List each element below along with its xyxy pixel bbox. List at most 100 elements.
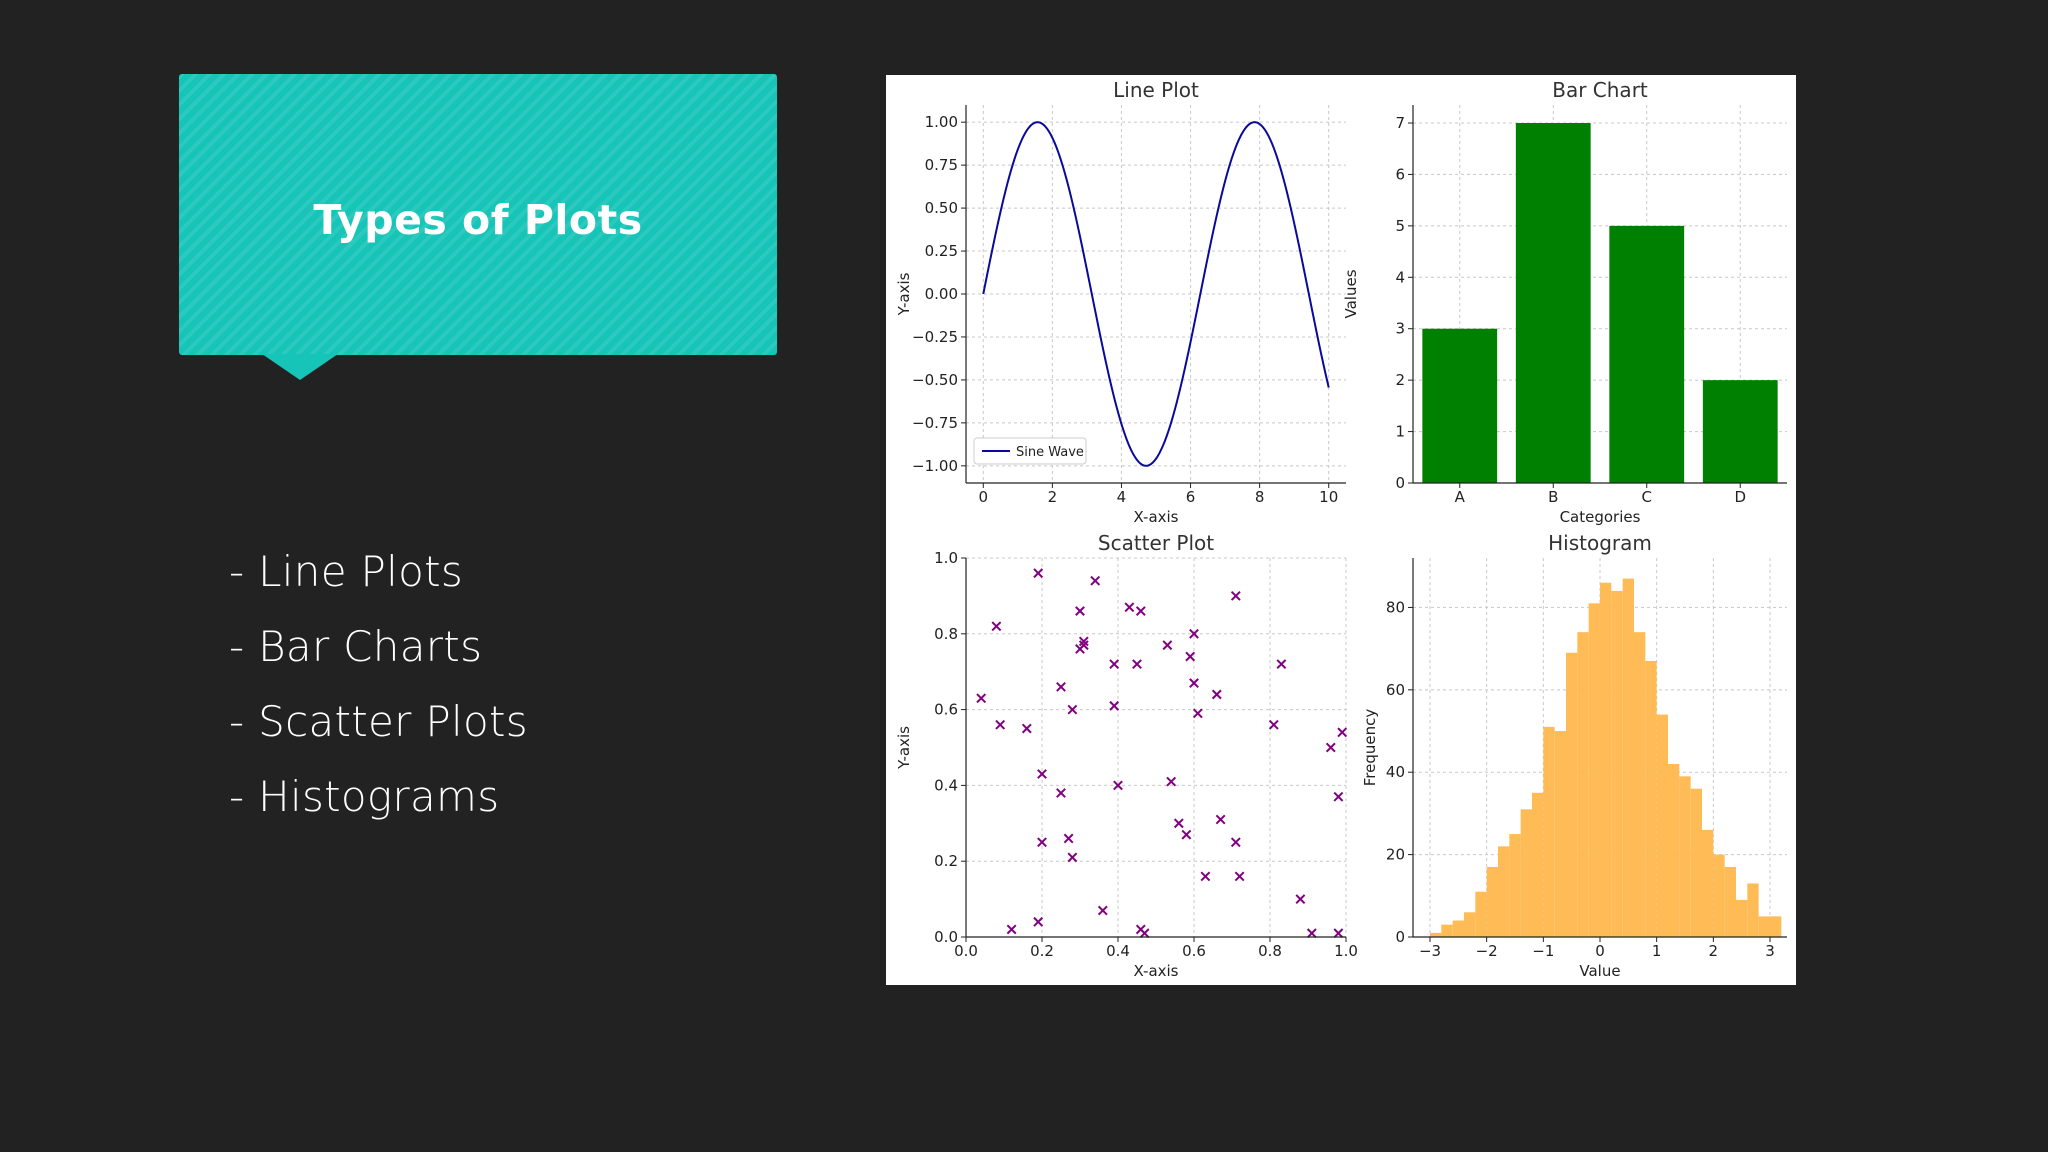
scatter-point-stroke <box>995 719 1006 730</box>
scatter-point <box>1200 871 1211 882</box>
histogram-bin <box>1758 916 1770 937</box>
scatter-point-stroke <box>1234 871 1245 882</box>
scatter-point <box>1234 871 1245 882</box>
scatter-point-stroke <box>1211 689 1222 700</box>
chart-figure: Sine Wave 0 2 4 6 8 10 1.00 0.75 0.50 0.25 0.00 −0.2… <box>886 75 1796 985</box>
scatter-point-stroke <box>1135 606 1146 616</box>
x-tick-label: A <box>1455 488 1466 506</box>
y-tick-label: −0.75 <box>912 414 958 432</box>
histogram-bin <box>1690 788 1702 937</box>
bullet-bar-charts: - Bar Charts <box>229 622 483 671</box>
scatter-point <box>1078 636 1089 647</box>
scatter-point <box>1185 651 1196 662</box>
scatter-point <box>1090 575 1101 586</box>
histogram-bin <box>1430 932 1442 937</box>
chart-panel-histogram: −3 −2 −1 0 1 2 3 0 20 40 60 80 Histogram Value Frequen… <box>1361 531 1787 980</box>
scatter-point-stroke <box>1113 780 1123 791</box>
scatter-point <box>1173 818 1184 829</box>
bullet-list: - Line Plots - Bar Charts - Scatter Plot… <box>229 540 528 840</box>
scatter-point-stroke <box>1021 723 1032 734</box>
y-tick-label: 4 <box>1395 268 1405 286</box>
histogram-bin <box>1464 912 1476 937</box>
y-axis-label: Y-axis <box>895 726 913 770</box>
scatter-point-stroke <box>1325 742 1336 753</box>
scatter-point <box>1067 852 1078 863</box>
scatter-point-stroke <box>1268 719 1279 730</box>
title-box-pointer <box>262 354 338 380</box>
chart-panel-scatter-plot: 0.0 0.2 0.4 0.6 0.8 1.0 1.0 0.8 0.6 0.4 0.2 0.0 Scat… <box>895 531 1358 980</box>
histogram-bin <box>1770 916 1782 937</box>
bullet-histograms: - Histograms <box>229 772 500 821</box>
scatter-point-stroke <box>991 621 1002 632</box>
histogram-bin <box>1520 809 1532 937</box>
scatter-point-stroke <box>1124 602 1135 613</box>
bar-C <box>1609 225 1685 483</box>
slide-title-box: Types of Plots <box>179 74 777 355</box>
x-tick-label: 2 <box>1709 942 1719 960</box>
histogram-bin <box>1441 924 1453 937</box>
y-tick-label: 1.0 <box>934 549 958 567</box>
histogram-bin <box>1486 866 1498 937</box>
x-tick-label: 3 <box>1765 942 1775 960</box>
x-tick-label: 0.2 <box>1030 942 1054 960</box>
x-axis-label: X-axis <box>1134 508 1179 526</box>
chart-title: Bar Chart <box>1552 78 1648 102</box>
histogram-bin <box>1577 632 1589 937</box>
scatter-point <box>1230 837 1241 848</box>
scatter-point-stroke <box>1090 575 1101 586</box>
histogram-bin <box>1600 582 1612 937</box>
scatter-point <box>1230 590 1241 601</box>
legend: Sine Wave <box>973 437 1087 465</box>
scatter-point <box>1215 814 1226 825</box>
scatter-point-stroke <box>1067 852 1078 863</box>
x-tick-label: −1 <box>1532 942 1554 960</box>
histogram-bin <box>1736 899 1748 937</box>
scatter-point-stroke <box>1333 791 1344 802</box>
x-tick-label: 8 <box>1255 488 1265 506</box>
y-tick-label: 7 <box>1395 114 1405 132</box>
histogram-bin <box>1611 590 1623 937</box>
histogram-bin <box>1588 603 1600 937</box>
scatter-point <box>1078 640 1089 651</box>
x-axis-label: X-axis <box>1134 962 1179 980</box>
scatter-point-stroke <box>976 693 987 704</box>
x-tick-label: 2 <box>1048 488 1058 506</box>
bar-D <box>1702 380 1778 483</box>
bar-B <box>1515 123 1591 483</box>
y-tick-label: 0.50 <box>925 199 958 217</box>
scatter-point-stroke <box>1166 776 1177 787</box>
scatter-point <box>1337 727 1348 738</box>
scatter-point <box>1067 704 1078 715</box>
scatter-point <box>1268 719 1279 730</box>
scatter-point <box>1211 689 1222 700</box>
histogram-bin <box>1679 776 1691 937</box>
scatter-point <box>1097 905 1108 916</box>
scatter-point-stroke <box>1139 928 1150 939</box>
scatter-point-stroke <box>1033 568 1044 579</box>
scatter-point <box>1124 602 1135 613</box>
scatter-point <box>995 719 1006 730</box>
x-tick-label: 10 <box>1319 488 1338 506</box>
scatter-point-stroke <box>1033 916 1044 927</box>
scatter-point <box>1006 924 1017 935</box>
y-tick-label: 0.6 <box>934 701 958 719</box>
y-tick-label: 0 <box>1395 474 1405 492</box>
histogram-bin <box>1532 792 1544 937</box>
x-tick-label: 0.6 <box>1182 942 1206 960</box>
scatter-point-stroke <box>1037 837 1047 848</box>
scatter-point <box>1135 606 1146 616</box>
scatter-point-stroke <box>1215 814 1226 825</box>
scatter-point-stroke <box>1192 708 1203 719</box>
scatter-point-stroke <box>1097 905 1108 916</box>
histogram-bin <box>1554 731 1566 937</box>
scatter-point-stroke <box>1200 871 1211 882</box>
scatter-point <box>1109 659 1120 670</box>
scatter-point <box>1056 681 1066 692</box>
x-tick-label: C <box>1642 488 1652 506</box>
bullet-line-plots: - Line Plots <box>229 547 464 596</box>
x-axis-label: Value <box>1579 962 1620 980</box>
legend-label: Sine Wave <box>1016 445 1084 460</box>
y-tick-label: 80 <box>1386 598 1405 616</box>
scatter-point-stroke <box>1056 788 1066 798</box>
scatter-point-stroke <box>1109 700 1120 711</box>
